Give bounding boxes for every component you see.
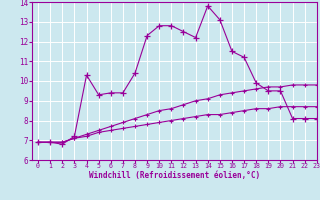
X-axis label: Windchill (Refroidissement éolien,°C): Windchill (Refroidissement éolien,°C)	[89, 171, 260, 180]
